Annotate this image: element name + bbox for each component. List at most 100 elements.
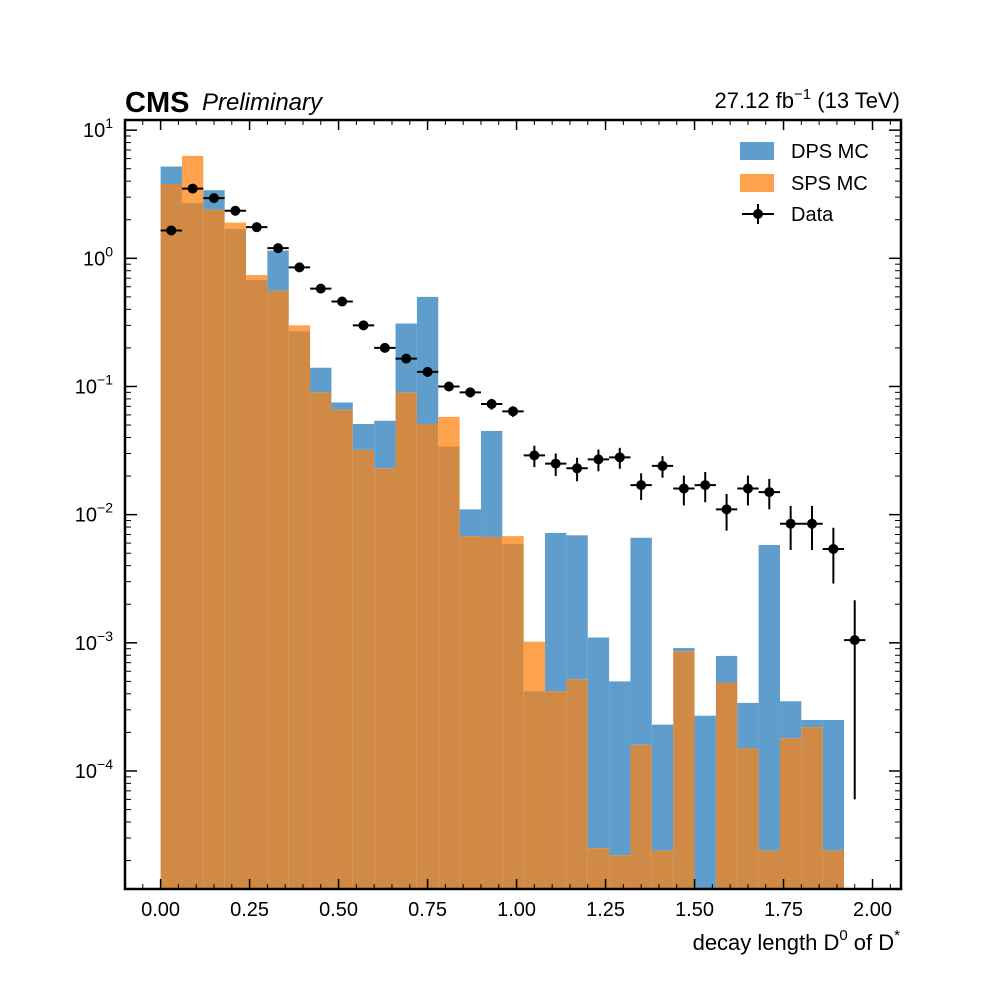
data-point — [636, 480, 647, 491]
x-axis-label-sup1: 0 — [839, 927, 847, 944]
overlap-bar — [459, 536, 481, 889]
data-point — [422, 366, 433, 377]
data-point — [678, 483, 689, 494]
data-point — [785, 518, 796, 529]
overlap-bar — [630, 744, 652, 889]
dps-bar — [480, 430, 503, 537]
experiment-label: CMS — [125, 87, 189, 119]
plot-frame — [123, 118, 903, 891]
overlap-bar — [480, 536, 503, 889]
overlap-bar — [181, 203, 204, 889]
dps-bar — [310, 367, 332, 393]
x-tick-label: 0.25 — [230, 899, 269, 921]
data-point — [166, 225, 177, 236]
data-point — [251, 222, 262, 233]
y-tick-label: 10−2 — [75, 500, 113, 527]
lumi-exponent: −1 — [794, 86, 811, 103]
data-point — [764, 487, 775, 498]
overlap-bar — [801, 727, 823, 889]
x-axis-label-main: decay length D — [693, 930, 840, 955]
overlap-bar — [651, 850, 674, 889]
legend-label-dps: DPS MC — [791, 141, 869, 163]
dps-bar — [459, 509, 481, 537]
legend-swatch-sps — [740, 174, 774, 192]
overlap-bar — [502, 544, 524, 889]
overlap-bar — [288, 331, 311, 889]
x-tick-label: 1.00 — [497, 899, 536, 921]
y-tick-label: 10−1 — [75, 371, 113, 398]
status-label: Preliminary — [202, 89, 324, 116]
x-tick-label: 1.25 — [586, 899, 625, 921]
dps-bar — [673, 648, 695, 652]
overlap-bar — [331, 409, 353, 889]
sps-bar — [181, 155, 204, 204]
dps-bar — [331, 402, 353, 410]
data-point — [657, 460, 668, 471]
data-point — [614, 452, 625, 463]
data-point — [742, 483, 753, 494]
dps-bar — [630, 537, 652, 745]
dps-bar — [160, 166, 182, 185]
overlap-bar — [246, 279, 268, 889]
y-tick-label: 100 — [83, 243, 113, 270]
data-points — [160, 183, 866, 800]
overlap-bar — [160, 184, 182, 889]
dps-bar — [737, 702, 759, 749]
sps-bar — [438, 416, 460, 447]
overlap-bar — [673, 651, 695, 889]
overlap-bar — [416, 423, 439, 889]
legend: DPS MC SPS MC Data — [740, 141, 869, 226]
sps-bar — [523, 641, 546, 692]
luminosity-label: 27.12 fb−1 (13 TeV) — [715, 86, 900, 113]
sps-bar — [224, 222, 247, 229]
data-point — [315, 283, 326, 294]
y-tick-label: 10−3 — [75, 628, 113, 655]
overlap-bar — [438, 446, 460, 889]
data-point — [572, 463, 583, 474]
legend-swatch-dps — [740, 142, 774, 160]
dps-bar — [694, 715, 716, 889]
overlap-bar — [267, 290, 289, 889]
x-axis-label-mid: of D — [848, 930, 894, 955]
overlap-bar — [587, 848, 610, 889]
data-point — [294, 262, 305, 273]
data-point — [230, 205, 241, 216]
legend-marker-data — [753, 209, 763, 219]
overlap-bar — [715, 682, 738, 889]
x-axis-label-sup2: * — [894, 927, 900, 944]
data-point — [379, 342, 390, 353]
legend-label-data: Data — [791, 204, 834, 226]
overlap-bar — [737, 748, 759, 889]
dps-bar — [822, 719, 845, 851]
dps-bar — [587, 637, 610, 849]
dps-bar — [267, 250, 289, 291]
dps-bar — [651, 724, 674, 851]
x-tick-label: 1.50 — [675, 899, 714, 921]
dps-bar — [758, 544, 780, 851]
dps-bar — [566, 535, 588, 680]
dps-bar — [609, 681, 631, 856]
data-point — [208, 193, 219, 204]
overlap-bar — [395, 392, 417, 889]
data-point — [700, 480, 711, 491]
data-point — [721, 504, 732, 515]
data-point — [828, 543, 839, 554]
sps-bar — [502, 536, 524, 545]
data-point — [273, 243, 284, 254]
overlap-bar — [609, 855, 631, 889]
sps-bar — [288, 325, 311, 332]
histogram-bars — [160, 155, 845, 889]
dps-bar — [715, 655, 738, 683]
dps-bar — [779, 701, 802, 739]
axis-ticks: 0.00 0.25 0.50 0.75 1.00 1.25 1.50 1.75 2.00 101 1… — [75, 115, 901, 921]
data-point — [465, 387, 476, 398]
x-tick-label: 0.50 — [319, 899, 358, 921]
dps-bar — [416, 296, 439, 424]
sps-bar — [246, 275, 268, 280]
data-point — [337, 296, 348, 307]
x-axis-label: decay length D0 of D* — [693, 927, 901, 955]
dps-bar — [374, 420, 396, 469]
data-point — [486, 398, 497, 409]
legend-label-sps: SPS MC — [791, 173, 868, 195]
